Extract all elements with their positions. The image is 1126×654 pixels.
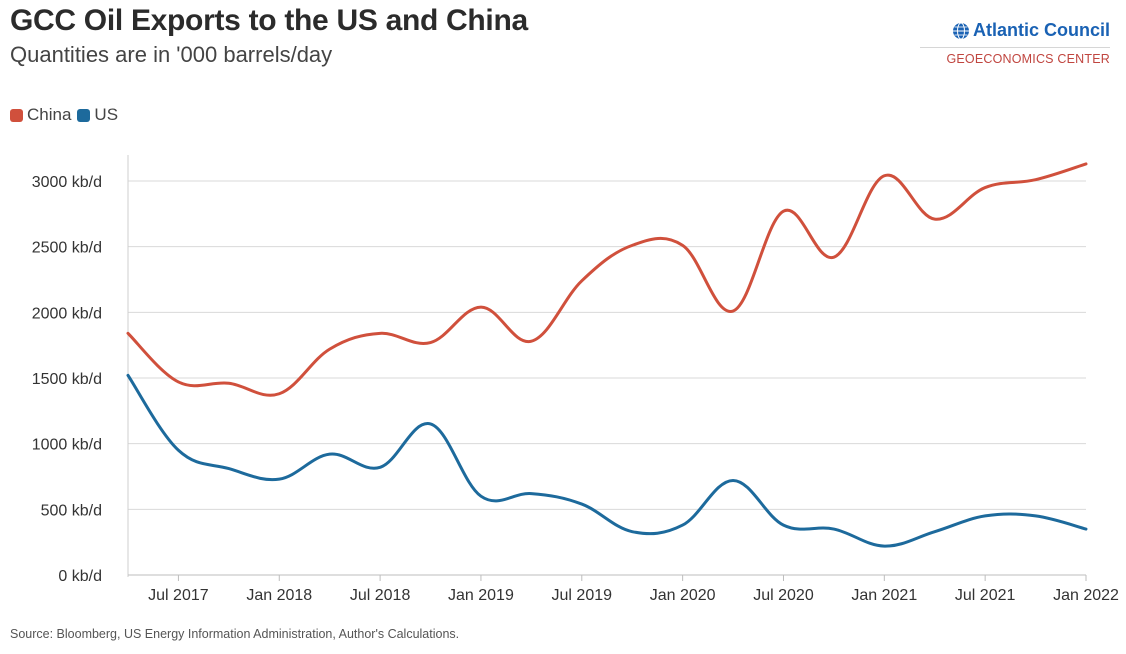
x-tick-label: Jan 2021 — [851, 587, 917, 604]
series-line-china — [126, 162, 1088, 397]
x-tick-label: Jul 2021 — [955, 587, 1016, 604]
y-tick-label: 1500 kb/d — [32, 371, 102, 388]
legend-label-us: US — [94, 105, 119, 124]
y-tick-label: 2000 kb/d — [32, 305, 102, 322]
chart-title: GCC Oil Exports to the US and China — [10, 4, 528, 37]
legend-label-china: China — [27, 105, 72, 124]
x-tick-label: Jan 2020 — [650, 587, 716, 604]
x-tick-label: Jan 2019 — [448, 587, 514, 604]
logo-subname: GEOECONOMICS CENTER — [920, 47, 1110, 66]
legend-swatch-china — [10, 108, 23, 122]
logo-name: Atlantic Council — [972, 20, 1110, 40]
y-tick-label: 3000 kb/d — [32, 174, 102, 191]
chart-subtitle: Quantities are in '000 barrels/day — [10, 42, 333, 67]
x-tick-label: Jul 2018 — [350, 587, 411, 604]
source-note: Source: Bloomberg, US Energy Information… — [10, 627, 460, 641]
legend: China US — [10, 105, 124, 125]
legend-item-us: US — [77, 105, 118, 125]
x-tick-label: Jan 2018 — [246, 587, 312, 604]
x-tick-label: Jul 2020 — [753, 587, 814, 604]
y-tick-label: 500 kb/d — [41, 502, 102, 519]
y-tick-label: 2500 kb/d — [32, 240, 102, 257]
x-tick-label: Jul 2019 — [552, 587, 613, 604]
x-tick-label: Jul 2017 — [148, 587, 209, 604]
atlantic-council-logo: Atlantic Council GEOECONOMICS CENTER — [920, 20, 1110, 66]
globe-icon — [952, 22, 969, 39]
series-line-us — [126, 373, 1088, 548]
legend-item-china: China — [10, 105, 71, 125]
y-tick-label: 1000 kb/d — [32, 437, 102, 454]
legend-swatch-us — [77, 108, 91, 122]
x-tick-label: Jan 2022 — [1053, 587, 1119, 604]
y-tick-label: 0 kb/d — [58, 568, 102, 585]
